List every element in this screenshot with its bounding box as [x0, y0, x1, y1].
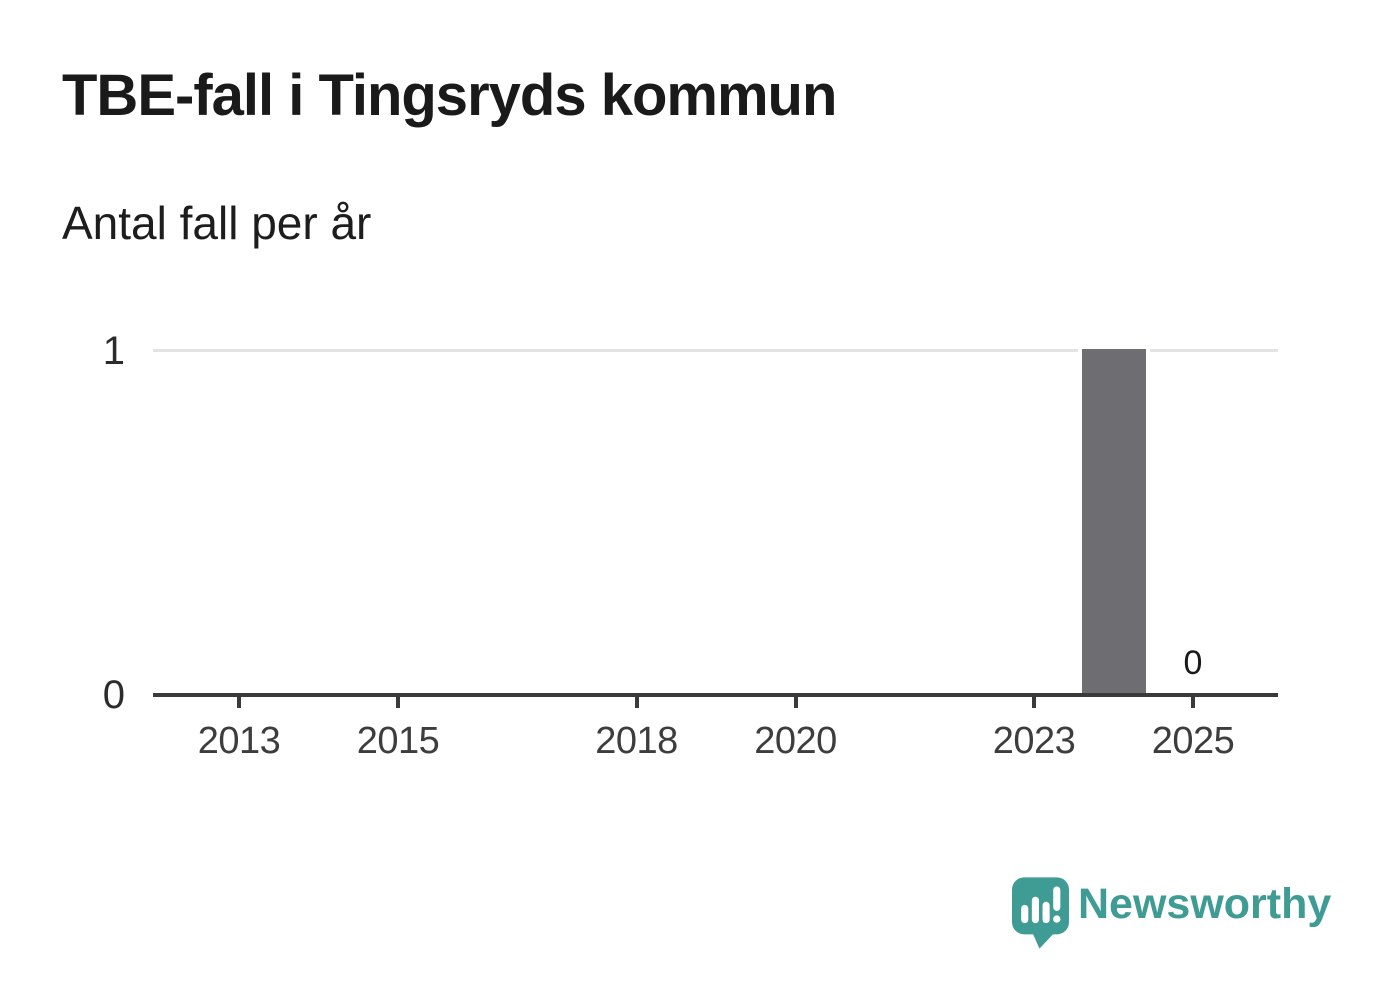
x-tick-2018	[634, 697, 639, 708]
y-tick-label-0: 0	[102, 673, 125, 717]
y-tick-label-1: 1	[102, 329, 125, 373]
x-tick-2023	[1032, 697, 1036, 708]
x-tick-label-2023: 2023	[992, 720, 1076, 762]
x-tick-2020	[793, 697, 798, 708]
x-tick-label-2025: 2025	[1151, 720, 1235, 762]
x-axis-line	[153, 693, 1278, 697]
x-tick-label-2015: 2015	[356, 720, 440, 762]
chart-title: TBE-fall i Tingsryds kommun	[62, 63, 837, 128]
y-gridline	[153, 349, 1278, 352]
chart-subtitle: Antal fall per år	[62, 197, 372, 249]
x-tick-2013	[237, 697, 241, 708]
x-tick-label-2020: 2020	[754, 720, 837, 762]
value-label-2025: 0	[1183, 644, 1203, 682]
x-tick-label-2018: 2018	[595, 720, 678, 762]
bar-2024	[1077, 349, 1150, 695]
x-tick-label-2013: 2013	[197, 720, 281, 762]
x-tick-2015	[396, 697, 400, 708]
x-tick-2025	[1191, 697, 1195, 708]
